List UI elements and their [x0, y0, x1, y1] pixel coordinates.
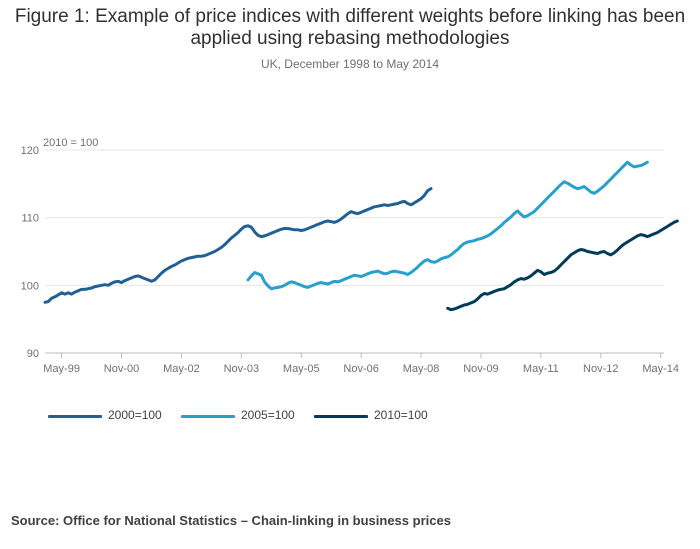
series-line-2010 — [446, 219, 679, 312]
x-tick-label-nov-00: Nov-00 — [104, 363, 139, 375]
series-line-2000 — [43, 187, 433, 304]
legend-label-2000: 2000=100 — [108, 408, 162, 422]
legend-label-2005: 2005=100 — [241, 408, 295, 422]
x-tick-label-nov-03: Nov-03 — [224, 363, 259, 375]
legend-label-2010: 2010=100 — [374, 408, 428, 422]
x-tick-label-may-14: May-14 — [642, 363, 679, 375]
y-tick-label-100: 100 — [21, 280, 39, 292]
x-tick-label-may-99: May-99 — [43, 363, 80, 375]
x-tick-label-nov-09: Nov-09 — [463, 363, 498, 375]
x-tick-label-nov-12: Nov-12 — [583, 363, 618, 375]
legend-swatch-2010 — [314, 415, 368, 418]
x-tick-label-may-08: May-08 — [403, 363, 440, 375]
legend-swatch-2000 — [48, 415, 102, 418]
source-note: Source: Office for National Statistics –… — [11, 513, 451, 528]
x-tick-label-may-05: May-05 — [283, 363, 320, 375]
chart-title: Figure 1: Example of price indices with … — [14, 6, 686, 49]
x-tick-label-may-02: May-02 — [163, 363, 200, 375]
x-tick-label-may-11: May-11 — [523, 363, 559, 375]
x-tick-label-nov-06: Nov-06 — [343, 363, 378, 375]
chart-subtitle: UK, December 1998 to May 2014 — [260, 57, 440, 71]
series-line-2005 — [246, 160, 649, 291]
y-axis-unit-label: 2010 = 100 — [43, 137, 98, 149]
y-tick-label-90: 90 — [27, 348, 39, 360]
y-tick-label-120: 120 — [21, 145, 39, 157]
y-tick-label-110: 110 — [21, 213, 39, 225]
legend-swatch-2005 — [181, 415, 235, 418]
